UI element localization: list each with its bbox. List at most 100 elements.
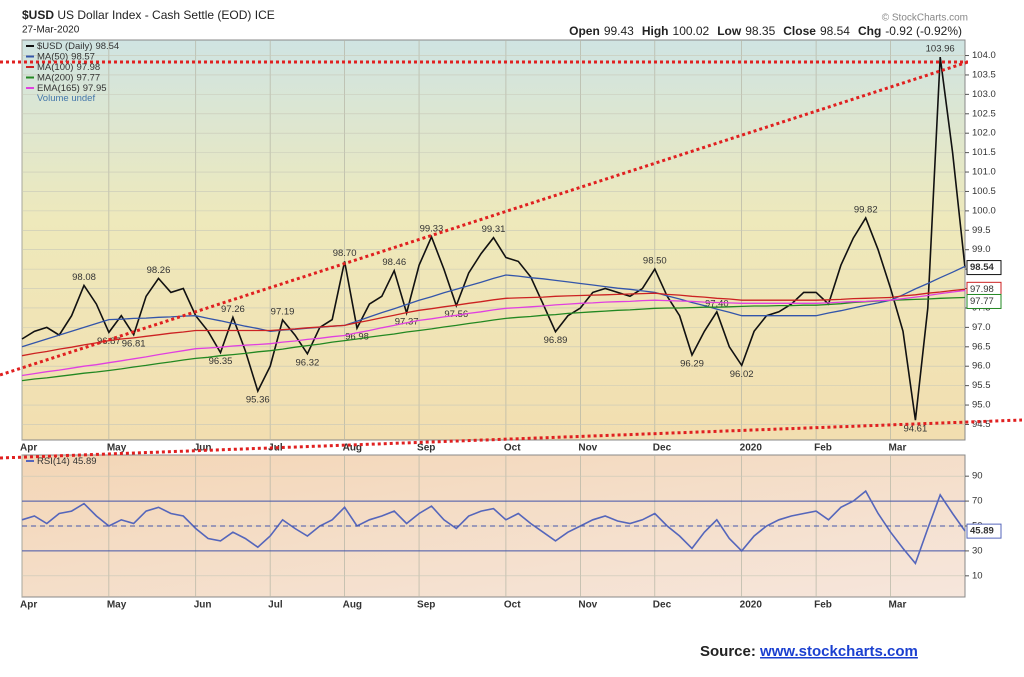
y-tick-label: 70 xyxy=(972,496,983,507)
source-link[interactable]: www.stockcharts.com xyxy=(759,643,918,660)
last-value-box xyxy=(966,260,1002,276)
data-label: 97.40 xyxy=(705,298,729,309)
y-tick-label: 101.5 xyxy=(972,147,996,158)
y-tick-label: 103.5 xyxy=(972,69,996,80)
legend-name: MA(50) xyxy=(37,51,68,62)
legend-value: 98.54 xyxy=(95,41,119,52)
data-label: 99.82 xyxy=(854,204,878,215)
title: $USD US Dollar Index - Cash Settle (EOD)… xyxy=(22,8,275,22)
last-value: 97.77 xyxy=(970,296,994,307)
y-tick-label: 96.5 xyxy=(972,341,991,352)
legend-name: MA(200) xyxy=(37,72,73,83)
x-tick-label: Jun xyxy=(194,443,212,454)
credit: © StockCharts.com xyxy=(882,13,968,24)
y-tick-label: 10 xyxy=(972,570,983,581)
trend-line-lower xyxy=(0,418,1023,460)
data-label: 96.32 xyxy=(295,357,319,368)
y-tick-label: 30 xyxy=(972,545,983,556)
x-tick-label: Sep xyxy=(417,600,435,611)
data-label: 96.87 xyxy=(97,336,121,347)
data-label: 98.08 xyxy=(72,272,96,283)
x-tick-label: 2020 xyxy=(740,443,763,454)
series-line xyxy=(21,296,966,382)
series-line xyxy=(21,289,966,377)
legend-name: MA(100) xyxy=(37,62,73,73)
y-tick-label: 102.0 xyxy=(972,128,996,139)
y-tick-label: 99.5 xyxy=(972,225,991,236)
marks: Apr May Jun Jul Aug Sep Oct Nov Dec 2020 Feb Mar 94.… xyxy=(20,40,1002,611)
x-tick-label: Jul xyxy=(268,600,283,611)
legend-entry: RSI(14) 45.89 xyxy=(37,456,97,467)
y-tick-label: 103.0 xyxy=(972,89,996,100)
x-tick-label: Jul xyxy=(268,443,283,454)
date: 27-Mar-2020 xyxy=(22,25,80,36)
data-label: 97.26 xyxy=(221,304,245,315)
x-tick-label: May xyxy=(107,600,127,611)
y-tick-label: 95.5 xyxy=(972,380,991,391)
legend-entry: EMA(165) 97.95 xyxy=(37,83,107,94)
data-label: 94.61 xyxy=(903,424,927,435)
data-label: 98.26 xyxy=(147,265,171,276)
quote-label: Open xyxy=(569,24,600,38)
legend-name: RSI(14) xyxy=(37,456,70,467)
legend-name: EMA(165) xyxy=(37,83,80,94)
data-label: 96.02 xyxy=(730,369,754,380)
data-label: 96.98 xyxy=(345,332,369,343)
x-tick-label: Jun xyxy=(194,600,212,611)
data-label: 97.37 xyxy=(395,317,419,328)
legend-entry: MA(100) 97.98 xyxy=(37,62,100,73)
data-label: 95.36 xyxy=(246,395,270,406)
x-tick-label: Aug xyxy=(343,443,362,454)
y-tick-label: 97.0 xyxy=(972,322,991,333)
last-value-box xyxy=(966,523,1002,539)
data-label: 99.31 xyxy=(482,224,506,235)
x-tick-label: Apr xyxy=(20,600,37,611)
title-text: US Dollar Index - Cash Settle (EOD) ICE xyxy=(57,8,274,22)
symbol: $USD xyxy=(22,8,54,22)
y-tick-label: 102.5 xyxy=(972,108,996,119)
legend-value: 97.95 xyxy=(83,83,107,94)
x-tick-label: May xyxy=(107,443,127,454)
source-label: Source: xyxy=(700,643,756,660)
last-value-box xyxy=(966,293,1002,309)
legend-value: 45.89 xyxy=(73,456,97,467)
series-line xyxy=(21,288,966,357)
y-tick-label: 100.5 xyxy=(972,186,996,197)
y-tick-label: 101.0 xyxy=(972,167,996,178)
x-tick-label: Oct xyxy=(504,443,521,454)
legend-value: 98.57 xyxy=(71,51,95,62)
legend-value: 97.98 xyxy=(76,62,100,73)
data-label: 98.46 xyxy=(382,257,406,268)
x-tick-label: Apr xyxy=(20,443,37,454)
x-tick-label: Feb xyxy=(814,600,832,611)
legend-name: $USD (Daily) xyxy=(37,41,92,52)
x-tick-label: Nov xyxy=(578,443,597,454)
volume-legend: Volume undef xyxy=(37,93,95,104)
x-tick-label: Feb xyxy=(814,443,832,454)
y-tick-label: 90 xyxy=(972,471,983,482)
y-tick-label: 95.0 xyxy=(972,400,991,411)
x-tick-label: Aug xyxy=(343,600,362,611)
quote-value: 98.54 xyxy=(820,24,850,38)
data-label: 103.96 xyxy=(926,44,955,55)
x-tick-label: Sep xyxy=(417,443,435,454)
y-tick-label: 96.0 xyxy=(972,361,991,372)
data-label: 98.50 xyxy=(643,256,667,267)
x-tick-label: Nov xyxy=(578,600,597,611)
trend-line-upper xyxy=(0,60,969,377)
price-panel xyxy=(21,39,966,441)
x-tick-label: Oct xyxy=(504,600,521,611)
quote: Open 99.43 High 100.02 Low 98.35 Close 98.54 Chg… xyxy=(569,24,962,38)
data-label: 96.89 xyxy=(544,335,568,346)
quote-label: High xyxy=(642,24,669,38)
quote-value: 98.35 xyxy=(745,24,775,38)
x-tick-label: 2020 xyxy=(740,600,763,611)
quote-label: Close xyxy=(783,24,816,38)
y-tick-label: 100.0 xyxy=(972,205,996,216)
y-tick-label: 104.0 xyxy=(972,50,996,61)
data-label: 96.29 xyxy=(680,358,704,369)
legend-value: 97.77 xyxy=(76,72,100,83)
quote-value: 99.43 xyxy=(604,24,634,38)
last-value: 45.89 xyxy=(970,526,994,537)
x-tick-label: Mar xyxy=(889,600,907,611)
